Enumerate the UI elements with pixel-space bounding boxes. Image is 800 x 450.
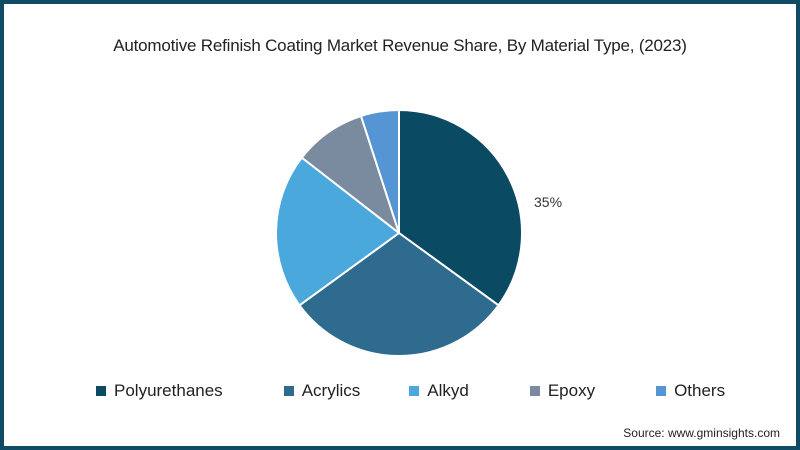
- legend-swatch-icon: [409, 386, 420, 396]
- pie-slice-others: [359, 109, 400, 234]
- source-caption: Source: www.gminsights.com: [623, 426, 780, 440]
- legend-item-acrylics: Acrylics: [283, 381, 361, 401]
- chart-title: Automotive Refinish Coating Market Reven…: [113, 36, 687, 55]
- legend-label: Epoxy: [547, 381, 596, 400]
- legend-item-others: Others: [656, 381, 725, 401]
- legend-label: Alkyd: [427, 381, 469, 400]
- chart-legend: Polyurethanes Acrylics Alkyd Epoxy Other…: [96, 381, 725, 401]
- polyurethanes-data-label: 35%: [534, 194, 563, 210]
- pie-slice-alkyd: [275, 156, 400, 307]
- legend-label: Others: [674, 381, 726, 400]
- pie-slice-acrylics: [298, 232, 500, 358]
- pie-slices: [275, 109, 523, 358]
- legend-item-epoxy: Epoxy: [529, 381, 596, 401]
- pie-slice-polyurethanes: [398, 109, 523, 307]
- legend-swatch-icon: [96, 386, 106, 396]
- legend-item-polyurethanes: Polyurethanes: [96, 381, 223, 401]
- legend-label: Acrylics: [301, 381, 361, 400]
- legend-item-alkyd: Alkyd: [409, 381, 469, 401]
- legend-label: Polyurethanes: [114, 381, 223, 400]
- legend-swatch-icon: [656, 386, 667, 396]
- legend-swatch-icon: [283, 386, 294, 396]
- legend-swatch-icon: [529, 386, 540, 396]
